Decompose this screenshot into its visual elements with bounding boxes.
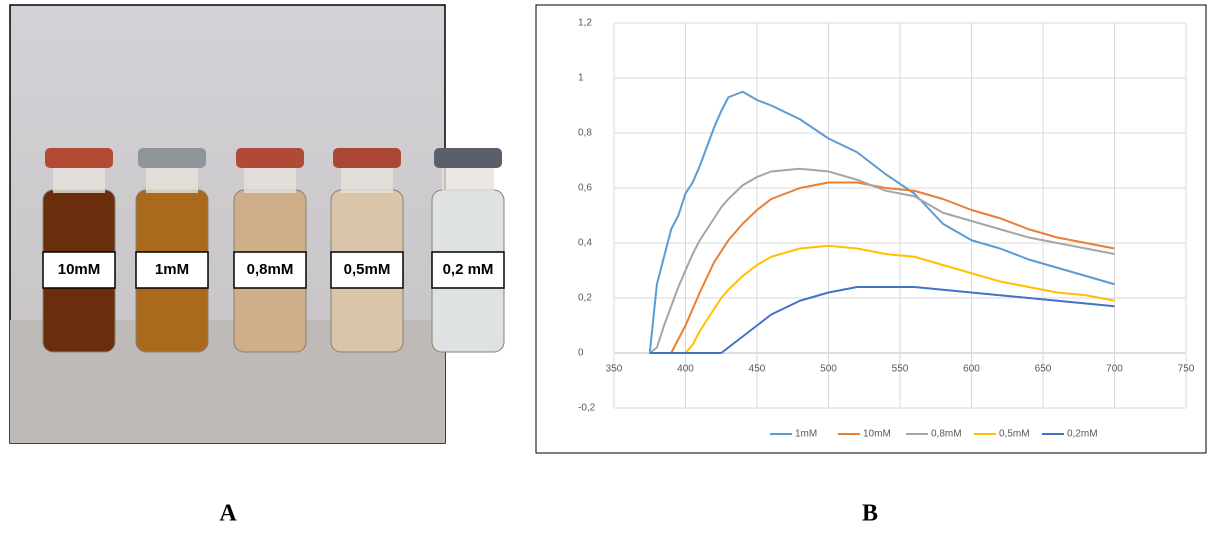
vial-neck (244, 165, 296, 193)
vial-label: 10mM (58, 261, 101, 278)
vial-label: 0,5mM (344, 261, 391, 278)
vial-neck (146, 165, 198, 193)
panel-label: B (862, 501, 878, 527)
legend-label: 0,2mM (1067, 429, 1098, 440)
vial-label: 1mM (155, 261, 189, 278)
vial-cap (434, 148, 502, 168)
figure: 10mM 1mM 0,8mM 0,5mM 0,2 mM -0,2 0 0,2 0,4 0,6 0,… (0, 0, 1211, 532)
vial-cap (236, 148, 304, 168)
vial-cap (138, 148, 206, 168)
vial-label: 0,8mM (247, 261, 294, 278)
y-tick-label: 0,4 (578, 238, 592, 249)
legend-label: 0,8mM (931, 429, 962, 440)
y-tick-label: 0,6 (578, 183, 592, 194)
vial-neck (341, 165, 393, 193)
panel-label: A (219, 501, 237, 527)
vial-cap (333, 148, 401, 168)
vial-neck (442, 165, 494, 193)
y-tick-label: 0,8 (578, 128, 592, 139)
y-tick-label: -0,2 (578, 403, 596, 414)
photo-panel: 10mM 1mM 0,8mM 0,5mM 0,2 mM (10, 5, 504, 443)
x-tick-label: 400 (677, 364, 694, 375)
legend-label: 1mM (795, 429, 817, 440)
y-tick-label: 1 (578, 73, 584, 84)
chart-frame (536, 5, 1206, 453)
x-tick-label: 350 (606, 364, 623, 375)
legend-label: 0,5mM (999, 429, 1030, 440)
y-tick-label: 0,2 (578, 293, 592, 304)
x-tick-label: 500 (820, 364, 837, 375)
x-tick-label: 600 (963, 364, 980, 375)
vial-neck (53, 165, 105, 193)
vial-cap (45, 148, 113, 168)
x-tick-label: 550 (892, 364, 909, 375)
y-tick-label: 1,2 (578, 18, 592, 29)
x-tick-label: 450 (749, 364, 766, 375)
x-tick-label: 700 (1106, 364, 1123, 375)
legend-label: 10mM (863, 429, 891, 440)
vial-label: 0,2 mM (443, 261, 494, 278)
x-tick-label: 650 (1035, 364, 1052, 375)
x-tick-label: 750 (1178, 364, 1195, 375)
y-tick-label: 0 (578, 348, 584, 359)
